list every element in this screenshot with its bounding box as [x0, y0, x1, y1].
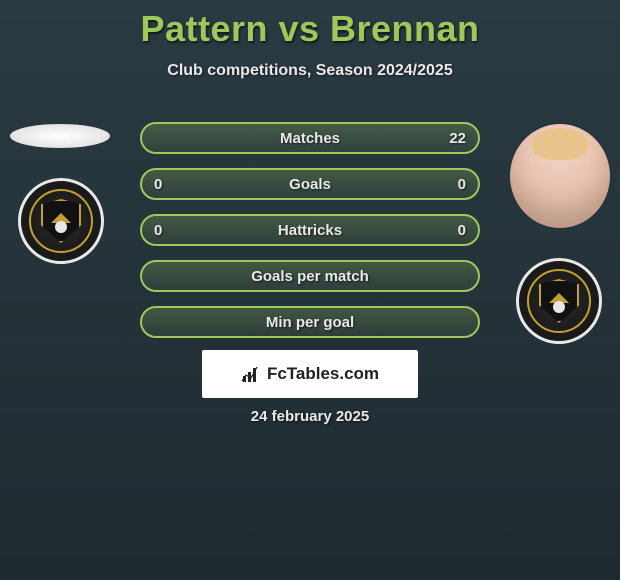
club-badge-right — [516, 258, 602, 344]
player-right-photo — [510, 124, 610, 228]
stat-label: Goals per match — [142, 268, 478, 285]
stat-right-value: 0 — [446, 176, 466, 193]
badge-ring-icon — [527, 269, 591, 333]
stat-label: Goals — [142, 176, 478, 193]
stat-row-hattricks: 0 Hattricks 0 — [140, 214, 480, 246]
fctables-link[interactable]: FcTables.com — [202, 350, 418, 398]
date-text: 24 february 2025 — [0, 408, 620, 425]
badge-ring-icon — [29, 189, 93, 253]
stat-row-min-per-goal: Min per goal — [140, 306, 480, 338]
page-title: Pattern vs Brennan — [0, 0, 620, 50]
stat-label: Min per goal — [142, 314, 478, 331]
stats-table: Matches 22 0 Goals 0 0 Hattricks 0 Goals… — [140, 122, 480, 352]
bar-chart-icon — [241, 364, 261, 384]
stat-left-value: 0 — [154, 222, 174, 239]
stat-right-value: 0 — [446, 222, 466, 239]
club-badge-left — [18, 178, 104, 264]
stat-left-value: 0 — [154, 176, 174, 193]
stat-row-goals-per-match: Goals per match — [140, 260, 480, 292]
stat-row-matches: Matches 22 — [140, 122, 480, 154]
stat-label: Hattricks — [142, 222, 478, 239]
fctables-label: FcTables.com — [267, 364, 379, 384]
shield-icon — [539, 279, 579, 323]
subtitle: Club competitions, Season 2024/2025 — [0, 62, 620, 80]
stat-label: Matches — [142, 130, 478, 147]
shield-icon — [41, 199, 81, 243]
stat-right-value: 22 — [446, 130, 466, 147]
stat-row-goals: 0 Goals 0 — [140, 168, 480, 200]
player-left-photo — [10, 124, 110, 148]
